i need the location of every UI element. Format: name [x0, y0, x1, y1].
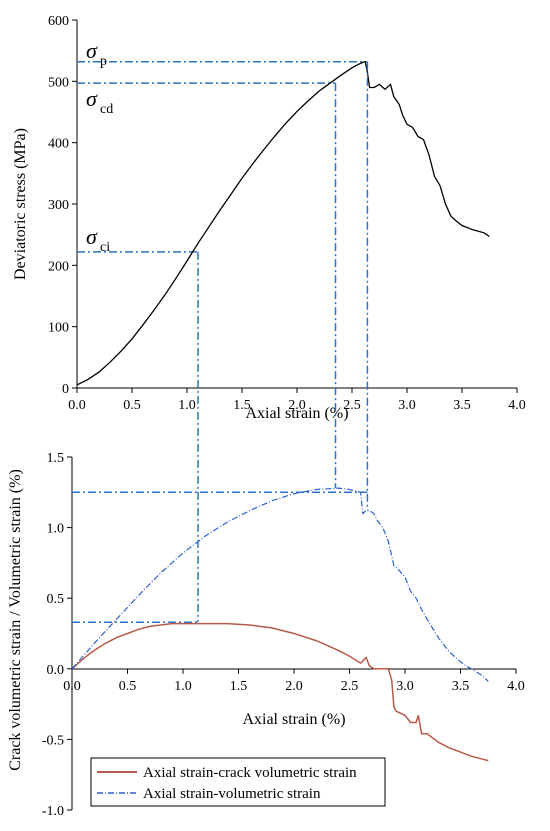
top-x-tick-label: 2.5: [343, 398, 361, 413]
bottom-x-axis-label: Axial strain (%): [242, 711, 345, 728]
crack-volumetric-strain-line: [71, 622, 489, 762]
bottom-x-tick-label: 1.5: [230, 679, 248, 694]
svg-text:σ: σ: [86, 224, 98, 249]
bottom-y-tick-label: -1.0: [42, 804, 64, 819]
top-y-tick-label: 200: [48, 259, 69, 274]
bottom-y-tick-label: 0.5: [47, 592, 65, 607]
top-x-tick-label: 0.5: [123, 398, 141, 413]
top-y-tick-label: 600: [48, 14, 69, 29]
top-y-tick-label: 400: [48, 137, 69, 152]
svg-text:p: p: [100, 54, 107, 69]
top-x-tick-label: 0.0: [68, 398, 86, 413]
top-y-tick-label: 0: [62, 382, 69, 397]
bottom-y-tick-label: 0.0: [47, 663, 65, 678]
legend: Axial strain-crack volumetric strain Axi…: [90, 757, 386, 807]
sigma-ci-annotation: σ ci: [86, 224, 110, 255]
top-x-tick-label: 4.0: [508, 398, 526, 413]
legend-box: [90, 757, 386, 807]
bottom-x-tick-label: 2.5: [341, 679, 359, 694]
svg-text:σ: σ: [86, 86, 98, 111]
stress-strain-chart: 0.0 0.5 1.0 1.5 2.0 2.5 3.0 3.5 4.0 0 100 200 300 40…: [12, 14, 526, 422]
top-y-tick-label: 500: [48, 75, 69, 90]
bottom-y-tick-label: 1.5: [47, 451, 65, 466]
legend-label-volumetric: Axial strain-volumetric strain: [143, 786, 321, 802]
svg-text:σ: σ: [86, 38, 98, 63]
top-y-tick-label: 300: [48, 198, 69, 213]
bottom-y-tick-label: -0.5: [42, 733, 64, 748]
bottom-y-axis-label: Crack volumetric strain / Volumetric str…: [7, 469, 24, 771]
legend-label-crack-volumetric: Axial strain-crack volumetric strain: [143, 765, 357, 781]
volumetric-strain-chart: 0.0 0.5 1.0 1.5 2.0 2.5 3.0 3.5 4.0 -1.0 -0.5 0.0 0…: [7, 451, 525, 819]
svg-text:ci: ci: [100, 240, 110, 255]
top-x-axis-label: Axial strain (%): [245, 405, 348, 422]
bottom-x-tick-label: 3.0: [396, 679, 414, 694]
top-x-tick-label: 1.5: [233, 398, 251, 413]
bottom-x-tick-label: 0.0: [63, 679, 81, 694]
volumetric-strain-line: [71, 487, 489, 682]
bottom-x-tick-label: 0.5: [119, 679, 137, 694]
top-x-tick-label: 2.0: [288, 398, 306, 413]
bottom-x-tick-label: 3.5: [452, 679, 470, 694]
sigma-cd-annotation: σ cd: [86, 86, 113, 117]
bottom-x-tick-label: 4.0: [507, 679, 525, 694]
top-y-tick-label: 100: [48, 321, 69, 336]
bottom-y-tick-label: 1.0: [47, 522, 65, 537]
bottom-x-tick-label: 1.0: [174, 679, 192, 694]
top-y-axis-label: Deviatoric stress (MPa): [12, 128, 29, 280]
sigma-p-annotation: σ p: [86, 38, 107, 69]
top-x-tick-label: 1.0: [178, 398, 196, 413]
bottom-x-tick-label: 2.0: [285, 679, 303, 694]
top-x-tick-label: 3.0: [398, 398, 416, 413]
stress-strain-line: [76, 60, 490, 386]
top-x-tick-label: 3.5: [453, 398, 471, 413]
svg-text:cd: cd: [100, 102, 113, 117]
